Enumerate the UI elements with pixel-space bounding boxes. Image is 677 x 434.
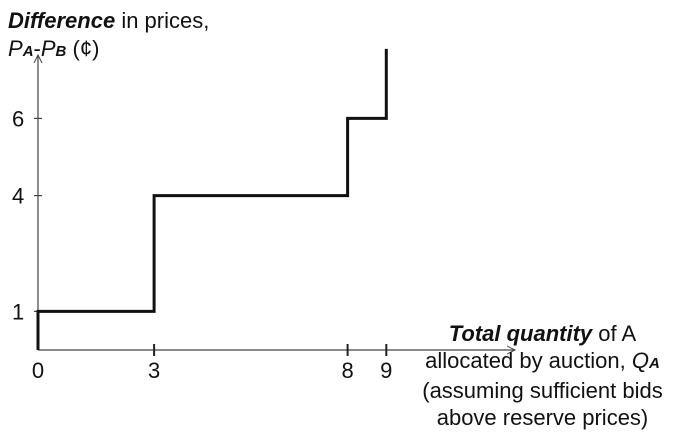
x-tick-label: 9 [380,358,392,383]
x-tick-label: 8 [341,358,353,383]
series-step-line [36,48,388,350]
x-axis-title-line1: Total quantity of A [448,321,637,346]
x-tick-label: 3 [148,358,160,383]
y-tick-label: 1 [12,299,24,324]
x-axis-title-line2: allocated by auction, QA [425,348,660,373]
x-axis-title: Total quantity of A allocated by auction… [410,320,675,431]
y-axis-title: Difference in prices, [8,8,210,33]
y-axis-title-symbol: PA-PB (¢) [8,36,100,61]
y-tick-label: 4 [12,184,24,209]
x-axis-title-line4: above reserve prices) [436,405,649,430]
x-axis-title-line3: (assuming sufficient bids [422,378,663,403]
x-tick-label: 0 [32,358,44,383]
y-tick-label: 6 [12,106,24,131]
